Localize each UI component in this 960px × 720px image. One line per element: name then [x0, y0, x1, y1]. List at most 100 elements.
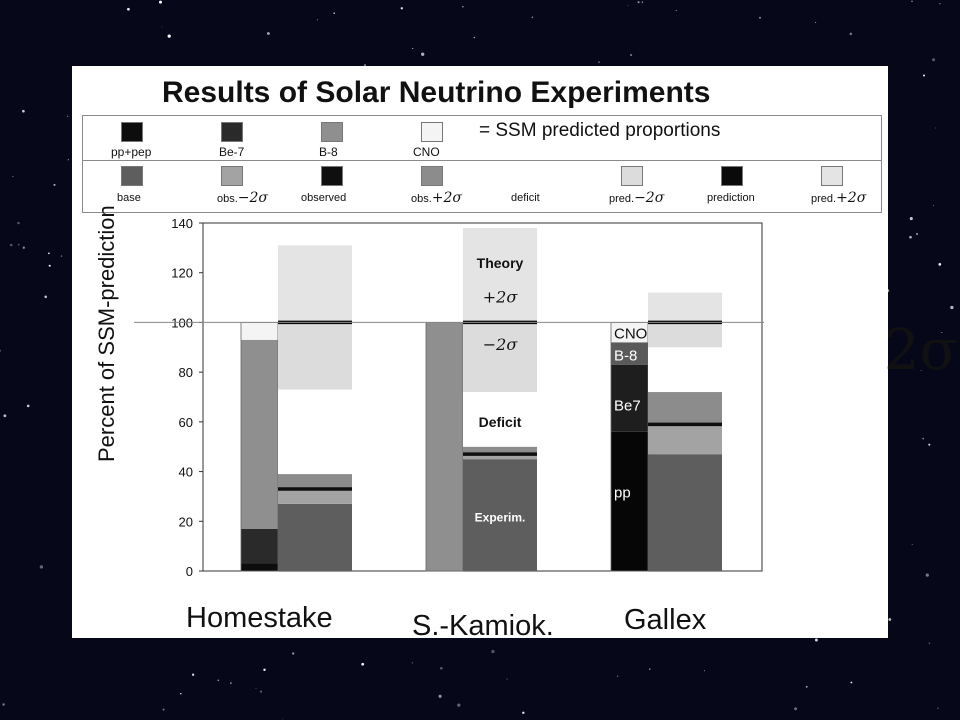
- ssm-segment-be-7: [241, 528, 278, 564]
- obs-plus-2sigma-band: [278, 474, 352, 489]
- star: [438, 694, 442, 698]
- y-tick-label: 140: [171, 216, 193, 231]
- legend-label-prediction: prediction: [707, 192, 755, 204]
- star: [26, 404, 30, 408]
- star: [191, 673, 195, 676]
- star: [67, 115, 69, 117]
- star: [909, 235, 912, 239]
- star: [457, 703, 461, 707]
- star: [911, 543, 913, 545]
- star: [159, 0, 162, 4]
- star: [44, 295, 47, 299]
- star: [814, 638, 818, 642]
- obs-minus-2sigma-band: [463, 454, 537, 460]
- star: [18, 244, 20, 246]
- star: [703, 670, 705, 672]
- pred-minus-2sigma-band: [648, 322, 722, 348]
- pred-plus-2sigma-band: [278, 245, 352, 323]
- slide-title: Results of Solar Neutrino Experiments: [162, 76, 711, 109]
- star: [758, 16, 762, 19]
- star: [922, 437, 925, 440]
- star: [400, 7, 403, 10]
- star: [282, 718, 284, 720]
- ssm-segment-be7: [611, 364, 648, 432]
- base-bar: [463, 459, 537, 571]
- star: [0, 349, 2, 352]
- star: [941, 332, 943, 334]
- star: [217, 679, 220, 682]
- base-bar: [648, 454, 722, 571]
- legend-label-be7: Be-7: [219, 145, 245, 159]
- slide: Results of Solar Neutrino Experiments pp…: [72, 66, 958, 642]
- star: [938, 263, 942, 266]
- star: [617, 675, 619, 677]
- star: [53, 183, 56, 186]
- legend-label-cno: CNO: [413, 145, 440, 159]
- star: [916, 233, 918, 235]
- pred-plus-2sigma-band: [463, 227, 537, 323]
- star: [794, 707, 797, 711]
- legend-swatch-obs-minus: [221, 166, 243, 186]
- star: [48, 252, 50, 255]
- segment-label-pp: pp: [614, 484, 631, 501]
- legend-label-pp-pep: pp+pep: [111, 145, 152, 159]
- star: [932, 205, 935, 207]
- star: [531, 16, 534, 19]
- star: [263, 668, 266, 672]
- obs-minus-2sigma-band: [278, 488, 352, 504]
- star: [17, 221, 20, 225]
- star: [267, 32, 270, 35]
- star: [920, 369, 922, 371]
- star: [292, 652, 295, 655]
- star: [421, 52, 425, 56]
- star: [255, 688, 257, 690]
- pred-minus-2sigma-band: [463, 322, 537, 393]
- star: [649, 668, 651, 670]
- star: [491, 649, 495, 654]
- star: [950, 305, 954, 310]
- star: [911, 0, 913, 3]
- legend-swatch-pp-pep: [121, 122, 143, 142]
- star: [230, 682, 232, 684]
- legend-swatch-prediction: [721, 166, 743, 186]
- ssm-segment-cno: [611, 322, 648, 343]
- star: [637, 1, 640, 4]
- y-tick-label: 0: [186, 564, 193, 579]
- star: [928, 443, 931, 446]
- star: [888, 618, 892, 621]
- star: [412, 47, 414, 49]
- category-label-homestake: Homestake: [186, 602, 333, 634]
- annotation-minus-2sigma: −2σ: [483, 335, 519, 354]
- legend-swatch-observed: [321, 166, 343, 186]
- base-bar: [278, 503, 352, 571]
- star: [925, 573, 929, 577]
- star: [909, 217, 913, 221]
- star: [22, 109, 25, 113]
- legend-swatch-pred-minus: [621, 166, 643, 186]
- star: [675, 9, 677, 12]
- obs-plus-2sigma-band: [648, 392, 722, 425]
- y-tick-label: 60: [179, 415, 193, 430]
- annotation-theory: Theory: [477, 255, 524, 271]
- legend-swatch-be7: [221, 122, 243, 142]
- pred-plus-2sigma-band: [648, 292, 722, 323]
- y-tick-label: 40: [179, 465, 193, 480]
- legend-label-base: base: [117, 192, 141, 204]
- ssm-segment-b-8: [241, 339, 278, 529]
- star: [127, 7, 130, 11]
- legend-label-obs-plus: obs.+2σ: [411, 190, 462, 206]
- star: [167, 34, 171, 38]
- star: [2, 703, 5, 706]
- star: [180, 692, 182, 695]
- legend-swatch-pred-plus: [821, 166, 843, 186]
- y-tick-label: 20: [179, 514, 193, 529]
- star: [12, 176, 14, 178]
- star: [67, 159, 69, 161]
- star: [361, 662, 365, 666]
- legend-proportions-note: = SSM predicted proportions: [479, 120, 721, 141]
- pred-minus-2sigma-band: [278, 322, 352, 390]
- category-label-kamiokande: S.-Kamiok.: [412, 610, 554, 642]
- star: [815, 21, 817, 23]
- ssm-segment-b-8: [611, 342, 648, 365]
- annotation-plus-2sigma: +2σ: [483, 288, 519, 307]
